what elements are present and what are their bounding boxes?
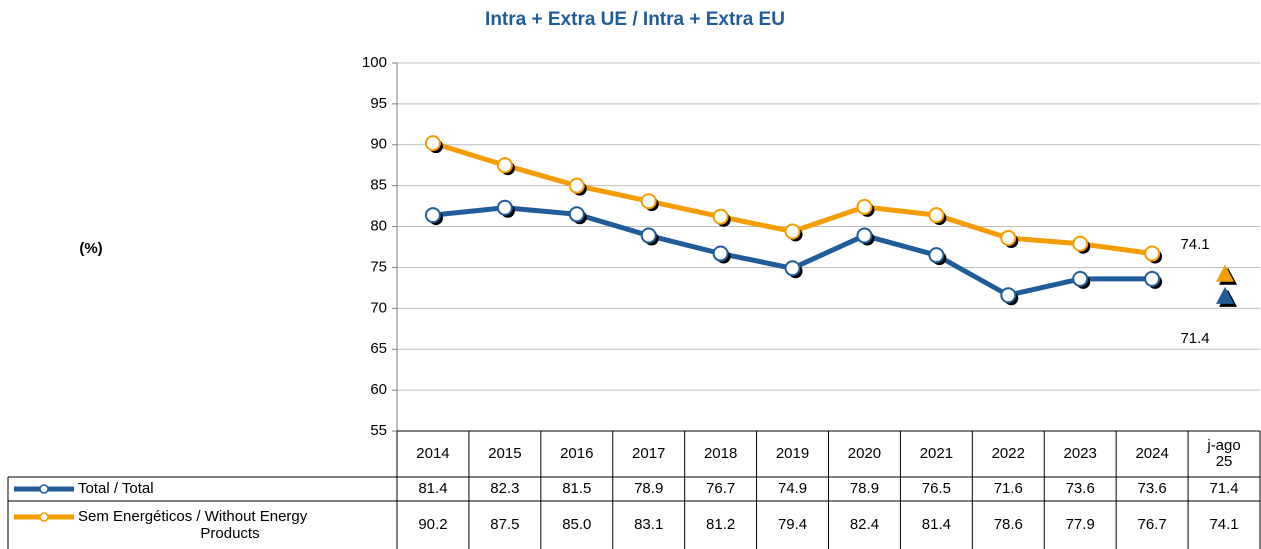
point-marker	[1000, 230, 1017, 247]
table-value: 79.4	[778, 516, 807, 533]
x-tick-label: 2019	[776, 445, 809, 462]
triangle-marker	[1216, 264, 1235, 282]
x-tick-label: 2016	[560, 445, 593, 462]
point-marker	[1072, 270, 1089, 287]
data-table: 2014 2015 2016 2017 2018 2019 2020 2021 2022 2023…	[7, 430, 1261, 549]
y-tick-label: 60	[370, 381, 387, 398]
table-value: 78.9	[634, 480, 663, 497]
y-tick-label: 65	[370, 340, 387, 357]
y-tick-label: 90	[370, 136, 387, 153]
x-tick-label: 2022	[992, 445, 1025, 462]
point-marker	[496, 199, 513, 216]
y-tick-label: 70	[370, 299, 387, 316]
point-marker	[928, 247, 945, 264]
point-marker	[424, 135, 441, 152]
x-tick-label: j-ago 25	[1206, 437, 1240, 470]
point-marker	[1144, 270, 1161, 287]
point-marker	[640, 193, 657, 210]
table-value: 78.9	[850, 480, 879, 497]
table-value: 82.4	[850, 516, 879, 533]
table-value: 71.4	[1209, 480, 1238, 497]
table-value: 81.4	[922, 516, 951, 533]
triangle-marker	[1216, 286, 1235, 304]
legend-label-line: Products	[200, 525, 259, 542]
point-marker	[568, 177, 585, 194]
point-marker	[856, 227, 873, 244]
table-value: 74.1	[1209, 516, 1238, 533]
point-marker	[568, 206, 585, 223]
point-marker	[712, 245, 729, 262]
x-tick-label: 2024	[1135, 445, 1168, 462]
x-tick-label: 2021	[920, 445, 953, 462]
point-marker	[784, 260, 801, 277]
x-tick-label: 2014	[416, 445, 449, 462]
data-label: 74.1	[1180, 236, 1209, 253]
y-axis-label: (%)	[79, 240, 102, 257]
x-tick-label: 2018	[704, 445, 737, 462]
legend-marker	[39, 512, 49, 522]
table-value: 73.6	[1066, 480, 1095, 497]
x-tick-label-line: 25	[1216, 453, 1233, 470]
y-tick-label: 55	[370, 422, 387, 439]
point-marker	[424, 207, 441, 224]
table-value: 73.6	[1138, 480, 1167, 497]
point-marker	[1000, 287, 1017, 304]
y-tick-label: 85	[370, 177, 387, 194]
series-line	[432, 205, 1153, 298]
point-marker	[1072, 235, 1089, 252]
point-marker	[640, 227, 657, 244]
legend-label: Sem Energéticos / Without Energy Products	[78, 508, 308, 542]
table-value: 78.6	[994, 516, 1023, 533]
table-value: 83.1	[634, 516, 663, 533]
table-value: 85.0	[562, 516, 591, 533]
y-tick-label: 95	[370, 95, 387, 112]
table-value: 71.6	[994, 480, 1023, 497]
chart-title: Intra + Extra UE / Intra + Extra EU	[485, 9, 785, 30]
point-marker	[1144, 245, 1161, 262]
point-marker	[856, 198, 873, 215]
y-tick-label: 75	[370, 258, 387, 275]
legend-label-line: Sem Energéticos / Without Energy	[78, 508, 308, 525]
table-value: 81.5	[562, 480, 591, 497]
y-tick-label: 100	[362, 54, 387, 71]
x-tick-label-line: j-ago	[1206, 437, 1240, 454]
point-marker	[928, 207, 945, 224]
table-value: 81.2	[706, 516, 735, 533]
table-value: 82.3	[490, 480, 519, 497]
x-tick-label: 2020	[848, 445, 881, 462]
table-value: 74.9	[778, 480, 807, 497]
point-marker	[496, 157, 513, 174]
table-value: 76.7	[706, 480, 735, 497]
x-tick-label: 2017	[632, 445, 665, 462]
y-tick-label: 80	[370, 218, 387, 235]
legend-marker	[39, 484, 49, 494]
table-value: 81.4	[418, 480, 447, 497]
x-tick-label: 2015	[488, 445, 521, 462]
table-value: 76.7	[1138, 516, 1167, 533]
table-value: 76.5	[922, 480, 951, 497]
point-marker	[712, 208, 729, 225]
legend-label: Total / Total	[78, 480, 154, 497]
table-value: 90.2	[418, 516, 447, 533]
point-marker	[784, 223, 801, 240]
table-value: 77.9	[1066, 516, 1095, 533]
x-tick-label: 2023	[1064, 445, 1097, 462]
data-label: 71.4	[1180, 330, 1209, 347]
table-value: 87.5	[490, 516, 519, 533]
